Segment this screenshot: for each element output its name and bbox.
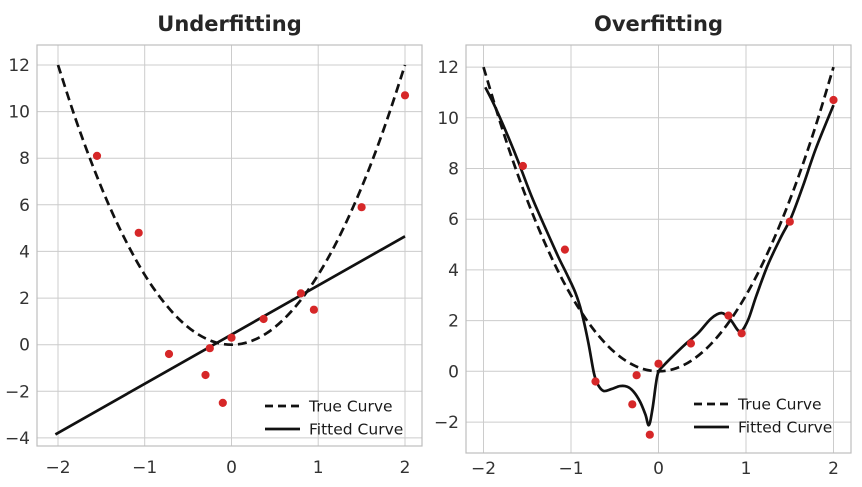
x-tick-label: 2 bbox=[828, 459, 839, 479]
legend-label: Fitted Curve bbox=[309, 421, 403, 439]
data-point bbox=[92, 151, 102, 160]
data-point bbox=[785, 217, 794, 226]
data-point bbox=[518, 161, 528, 171]
legend-label: Fitted Curve bbox=[738, 419, 832, 437]
x-tick-label: −1 bbox=[558, 459, 583, 479]
y-tick-label: 8 bbox=[448, 159, 459, 179]
y-tick-label: −2 bbox=[434, 413, 459, 433]
y-tick-label: 4 bbox=[448, 261, 459, 281]
data-point bbox=[654, 359, 663, 368]
y-tick-label: 4 bbox=[19, 242, 30, 262]
y-tick-label: 12 bbox=[8, 56, 30, 76]
data-point bbox=[227, 333, 236, 342]
x-tick-label: 1 bbox=[313, 458, 324, 478]
y-tick-label: −4 bbox=[5, 429, 30, 449]
legend-label: True Curve bbox=[737, 396, 822, 414]
y-tick-label: 6 bbox=[448, 210, 459, 230]
data-point bbox=[357, 203, 366, 212]
x-tick-label: −1 bbox=[132, 458, 157, 478]
legend: True Curve Fitted Curve bbox=[694, 396, 832, 437]
data-point bbox=[296, 289, 305, 298]
chart-title: Underfitting bbox=[157, 12, 301, 36]
y-tick-label: −2 bbox=[5, 382, 30, 402]
axes-frame bbox=[36, 44, 423, 447]
legend: True Curve Fitted Curve bbox=[265, 398, 403, 439]
x-tick-label: 1 bbox=[741, 459, 752, 479]
fitted-curve bbox=[484, 86, 835, 427]
y-tick-label: 2 bbox=[19, 289, 30, 309]
data-point bbox=[645, 430, 654, 439]
y-tick-label: 6 bbox=[19, 196, 30, 216]
x-tick-label: 2 bbox=[400, 458, 411, 478]
data-point bbox=[628, 400, 637, 409]
chart-title: Overfitting bbox=[594, 12, 723, 36]
data-point bbox=[737, 329, 746, 338]
legend-label: True Curve bbox=[308, 398, 393, 416]
data-point bbox=[205, 344, 214, 353]
x-tick-label: −2 bbox=[45, 458, 70, 478]
y-tick-label: 0 bbox=[19, 336, 30, 356]
x-tick-label: 0 bbox=[226, 458, 237, 478]
data-point bbox=[400, 91, 410, 100]
y-tick-label: 8 bbox=[19, 149, 30, 169]
y-tick-label: 2 bbox=[448, 312, 459, 332]
data-point bbox=[218, 398, 227, 407]
y-tick-label: 12 bbox=[437, 58, 459, 78]
data-point bbox=[829, 95, 838, 105]
data-point bbox=[201, 370, 210, 380]
data-point bbox=[309, 305, 318, 314]
data-point bbox=[632, 371, 641, 380]
axes-frame bbox=[465, 44, 852, 454]
y-tick-label: 0 bbox=[448, 362, 459, 382]
data-point bbox=[591, 377, 600, 386]
data-point bbox=[259, 314, 268, 324]
data-point bbox=[164, 349, 174, 359]
x-tick-label: 0 bbox=[653, 459, 664, 479]
y-tick-label: 10 bbox=[437, 109, 459, 129]
data-point bbox=[560, 245, 570, 254]
data-point bbox=[686, 339, 696, 348]
true-curve bbox=[56, 64, 407, 347]
data-point bbox=[724, 311, 733, 320]
data-point bbox=[134, 228, 143, 237]
x-tick-label: −2 bbox=[471, 459, 496, 479]
y-tick-label: 10 bbox=[8, 103, 30, 123]
